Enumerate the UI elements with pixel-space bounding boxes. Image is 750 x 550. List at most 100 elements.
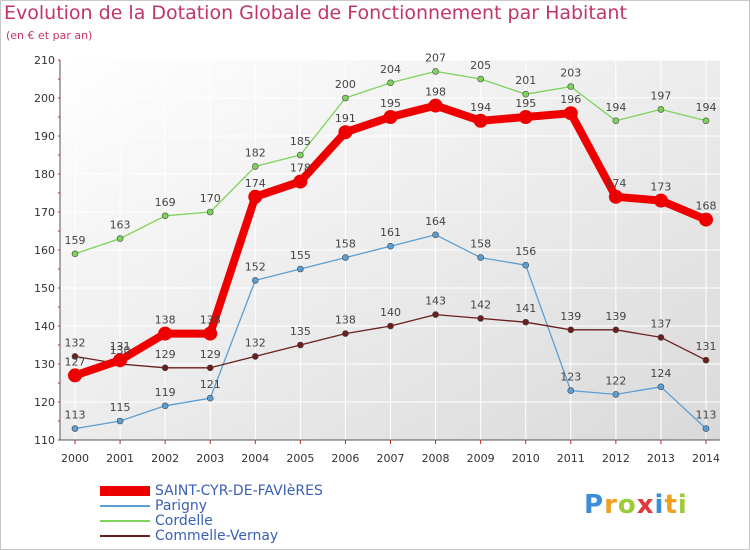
data-label-saint-cyr-de-favi-res: 194 bbox=[470, 101, 491, 114]
data-point-parigny bbox=[161, 402, 169, 410]
data-point-parigny bbox=[522, 261, 530, 269]
data-label-commelle-vernay: 132 bbox=[245, 336, 266, 349]
data-label-parigny: 121 bbox=[200, 378, 221, 391]
y-tick-label: 120 bbox=[34, 396, 55, 409]
data-label-saint-cyr-de-favi-res: 191 bbox=[335, 112, 356, 125]
data-label-saint-cyr-de-favi-res: 195 bbox=[515, 97, 536, 110]
x-tick-label: 2003 bbox=[196, 452, 224, 465]
data-label-cordelle: 194 bbox=[605, 101, 626, 114]
data-point-cordelle bbox=[657, 106, 665, 113]
legend-item: Cordelle bbox=[100, 513, 400, 529]
data-point-saint-cyr-de-favi-res bbox=[563, 106, 578, 121]
data-label-parigny: 155 bbox=[290, 249, 311, 262]
data-label-parigny: 113 bbox=[65, 409, 86, 422]
data-point-commelle-vernay bbox=[71, 353, 79, 360]
data-label-cordelle: 194 bbox=[696, 101, 717, 114]
data-point-commelle-vernay bbox=[206, 364, 214, 372]
data-label-cordelle: 204 bbox=[380, 63, 401, 76]
x-tick-label: 2001 bbox=[106, 452, 134, 465]
y-tick-label: 200 bbox=[34, 92, 55, 105]
legend-label: Cordelle bbox=[155, 513, 213, 529]
data-label-saint-cyr-de-favi-res: 174 bbox=[605, 177, 626, 190]
data-label-commelle-vernay: 139 bbox=[605, 310, 626, 323]
data-point-parigny bbox=[432, 231, 439, 239]
data-point-commelle-vernay bbox=[387, 322, 394, 330]
data-point-commelle-vernay bbox=[567, 326, 575, 334]
y-tick-label: 160 bbox=[34, 244, 55, 257]
y-tick-label: 130 bbox=[34, 358, 55, 371]
data-label-commelle-vernay: 143 bbox=[425, 295, 446, 308]
data-label-commelle-vernay: 142 bbox=[470, 298, 491, 311]
data-point-parigny bbox=[612, 391, 620, 398]
data-label-parigny: 115 bbox=[110, 401, 131, 414]
data-point-cordelle bbox=[71, 250, 79, 258]
chart-subtitle: (en € et par an) bbox=[6, 29, 93, 42]
data-point-saint-cyr-de-favi-res bbox=[699, 212, 713, 227]
legend-label: Commelle-Vernay bbox=[155, 528, 279, 544]
data-point-parigny bbox=[342, 254, 349, 261]
data-point-cordelle bbox=[477, 75, 484, 83]
data-point-saint-cyr-de-favi-res bbox=[248, 189, 263, 204]
chart-title: Evolution de la Dotation Globale de Fonc… bbox=[4, 2, 627, 24]
x-tick-label: 2005 bbox=[286, 452, 314, 465]
data-point-saint-cyr-de-favi-res bbox=[383, 110, 398, 124]
data-label-cordelle: 169 bbox=[155, 196, 176, 209]
data-label-parigny: 113 bbox=[696, 409, 717, 422]
y-tick-label: 140 bbox=[34, 320, 55, 333]
data-point-commelle-vernay bbox=[251, 353, 259, 360]
data-point-parigny bbox=[297, 265, 304, 273]
data-label-saint-cyr-de-favi-res: 138 bbox=[155, 314, 176, 327]
logo-letter: x bbox=[636, 490, 655, 520]
data-point-parigny bbox=[387, 242, 394, 250]
data-label-saint-cyr-de-favi-res: 178 bbox=[290, 162, 311, 175]
x-tick-label: 2007 bbox=[377, 452, 405, 465]
data-point-saint-cyr-de-favi-res bbox=[203, 326, 218, 341]
data-label-saint-cyr-de-favi-res: 174 bbox=[245, 177, 266, 190]
data-label-commelle-vernay: 132 bbox=[65, 336, 86, 349]
data-point-parigny bbox=[206, 394, 214, 402]
data-label-saint-cyr-de-favi-res: 138 bbox=[200, 314, 221, 327]
x-tick-label: 2008 bbox=[422, 452, 450, 465]
proxiti-logo: Proxiti bbox=[584, 490, 688, 520]
data-point-parigny bbox=[657, 383, 665, 391]
legend-item: Commelle-Vernay bbox=[100, 528, 400, 544]
x-tick-label: 2014 bbox=[692, 452, 720, 465]
data-point-saint-cyr-de-favi-res bbox=[518, 110, 533, 124]
data-label-parigny: 164 bbox=[425, 215, 446, 228]
data-point-cordelle bbox=[161, 212, 169, 220]
data-label-saint-cyr-de-favi-res: 195 bbox=[380, 97, 401, 110]
data-point-commelle-vernay bbox=[161, 364, 169, 372]
data-label-parigny: 152 bbox=[245, 260, 266, 273]
data-label-commelle-vernay: 129 bbox=[155, 348, 176, 361]
data-point-saint-cyr-de-favi-res bbox=[293, 174, 308, 189]
data-label-parigny: 158 bbox=[470, 238, 491, 251]
legend-item: SAINT-CYR-DE-FAVIèRES bbox=[100, 483, 400, 499]
logo-letter: o bbox=[617, 490, 637, 520]
data-label-saint-cyr-de-favi-res: 173 bbox=[650, 181, 671, 194]
data-label-cordelle: 200 bbox=[335, 78, 356, 91]
data-label-parigny: 123 bbox=[560, 371, 581, 384]
data-point-parigny bbox=[71, 425, 79, 432]
data-point-parigny bbox=[251, 277, 259, 284]
data-point-cordelle bbox=[702, 117, 710, 125]
data-point-parigny bbox=[567, 387, 575, 394]
data-label-commelle-vernay: 135 bbox=[290, 325, 311, 338]
data-point-parigny bbox=[702, 425, 710, 432]
legend-swatch bbox=[100, 505, 150, 507]
x-tick-label: 2004 bbox=[241, 452, 269, 465]
data-point-saint-cyr-de-favi-res bbox=[473, 113, 488, 128]
y-tick-label: 150 bbox=[34, 282, 55, 295]
data-label-parigny: 122 bbox=[605, 374, 626, 387]
data-point-commelle-vernay bbox=[477, 315, 484, 322]
data-label-commelle-vernay: 129 bbox=[200, 348, 221, 361]
data-label-commelle-vernay: 141 bbox=[515, 302, 536, 315]
data-point-commelle-vernay bbox=[432, 311, 439, 318]
logo-letter: t bbox=[664, 490, 678, 520]
data-label-saint-cyr-de-favi-res: 127 bbox=[65, 355, 86, 368]
data-point-commelle-vernay bbox=[612, 326, 620, 334]
legend-label: Parigny bbox=[155, 498, 208, 514]
data-label-cordelle: 207 bbox=[425, 51, 446, 64]
x-tick-label: 2012 bbox=[602, 452, 630, 465]
